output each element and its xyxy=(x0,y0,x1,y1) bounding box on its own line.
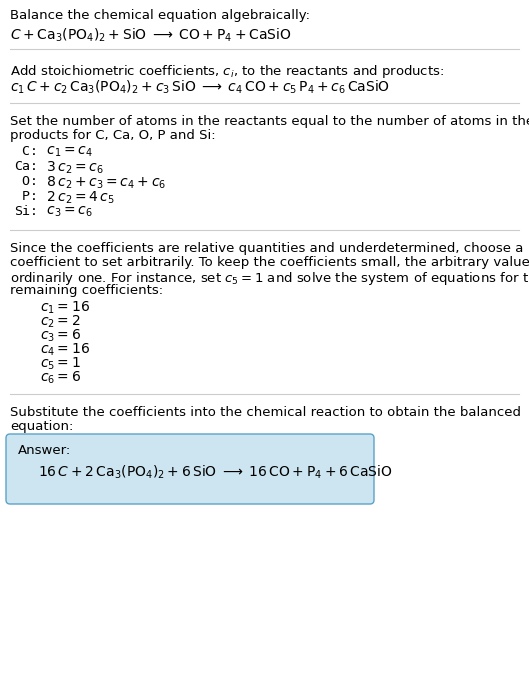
Text: $2\,c_2 = 4\,c_5$: $2\,c_2 = 4\,c_5$ xyxy=(42,190,115,206)
Text: $c_4 = 16$: $c_4 = 16$ xyxy=(40,342,90,359)
Text: equation:: equation: xyxy=(10,420,74,433)
Text: $3\,c_2 = c_6$: $3\,c_2 = c_6$ xyxy=(42,160,104,177)
Text: $c_5 = 1$: $c_5 = 1$ xyxy=(40,356,81,372)
FancyBboxPatch shape xyxy=(6,434,374,504)
Text: Ca:: Ca: xyxy=(14,160,38,173)
Text: $c_1 = c_4$: $c_1 = c_4$ xyxy=(42,145,93,159)
Text: C:: C: xyxy=(14,145,38,158)
Text: Substitute the coefficients into the chemical reaction to obtain the balanced: Substitute the coefficients into the che… xyxy=(10,406,521,419)
Text: ordinarily one. For instance, set $c_5 = 1$ and solve the system of equations fo: ordinarily one. For instance, set $c_5 =… xyxy=(10,270,529,287)
Text: $c_3 = c_6$: $c_3 = c_6$ xyxy=(42,205,93,219)
Text: Set the number of atoms in the reactants equal to the number of atoms in the: Set the number of atoms in the reactants… xyxy=(10,115,529,128)
Text: remaining coefficients:: remaining coefficients: xyxy=(10,284,163,297)
Text: Si:: Si: xyxy=(14,205,38,218)
Text: O:: O: xyxy=(14,175,38,188)
Text: Balance the chemical equation algebraically:: Balance the chemical equation algebraica… xyxy=(10,9,310,22)
Text: coefficient to set arbitrarily. To keep the coefficients small, the arbitrary va: coefficient to set arbitrarily. To keep … xyxy=(10,256,529,269)
Text: $16\,C + 2\,\mathrm{Ca_3(PO_4)_2} + 6\,\mathrm{SiO} \;\longrightarrow\; 16\,\mat: $16\,C + 2\,\mathrm{Ca_3(PO_4)_2} + 6\,\… xyxy=(38,464,393,482)
Text: $C + \mathrm{Ca_3(PO_4)_2} + \mathrm{SiO} \;\longrightarrow\; \mathrm{CO} + \mat: $C + \mathrm{Ca_3(PO_4)_2} + \mathrm{SiO… xyxy=(10,27,291,45)
Text: $c_1\, C + c_2\, \mathrm{Ca_3(PO_4)_2} + c_3\, \mathrm{SiO} \;\longrightarrow\; : $c_1\, C + c_2\, \mathrm{Ca_3(PO_4)_2} +… xyxy=(10,79,390,96)
Text: Since the coefficients are relative quantities and underdetermined, choose a: Since the coefficients are relative quan… xyxy=(10,242,523,255)
Text: P:: P: xyxy=(14,190,38,203)
Text: $8\,c_2 + c_3 = c_4 + c_6$: $8\,c_2 + c_3 = c_4 + c_6$ xyxy=(42,175,166,192)
Text: $c_1 = 16$: $c_1 = 16$ xyxy=(40,300,90,317)
Text: $c_2 = 2$: $c_2 = 2$ xyxy=(40,314,80,330)
Text: Answer:: Answer: xyxy=(18,444,71,457)
Text: $c_3 = 6$: $c_3 = 6$ xyxy=(40,328,81,344)
Text: $c_6 = 6$: $c_6 = 6$ xyxy=(40,370,81,386)
Text: products for C, Ca, O, P and Si:: products for C, Ca, O, P and Si: xyxy=(10,129,216,142)
Text: Add stoichiometric coefficients, $c_i$, to the reactants and products:: Add stoichiometric coefficients, $c_i$, … xyxy=(10,63,444,80)
